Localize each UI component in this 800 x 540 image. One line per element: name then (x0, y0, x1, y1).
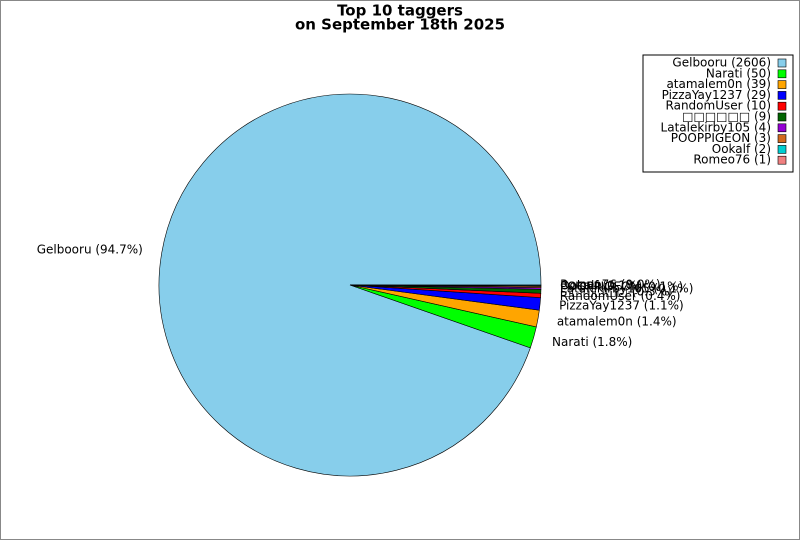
legend-swatch (777, 80, 787, 89)
legend-label: Ookalf (2) (712, 142, 771, 156)
legend-swatch (777, 123, 787, 133)
chart-subtitle: on September 18th 2025 (295, 16, 505, 34)
legend-label: POOPPIGEON (3) (671, 131, 771, 145)
legend-label: Romeo76 (1) (693, 153, 771, 167)
legend-label: RandomUser (10) (666, 99, 771, 113)
slice-label: PizzaYay1237 (1.1%) (559, 298, 684, 312)
slice-label: Ookalf (0.1%) (560, 278, 642, 292)
legend-box (642, 54, 794, 173)
legend-label: Narati (50) (706, 66, 771, 80)
slice-label: Narati (1.8%) (552, 335, 632, 349)
legend-label: atamalem0n (39) (666, 77, 771, 91)
legend-swatch (777, 134, 787, 143)
legend-swatch (777, 91, 787, 100)
slice-label: atamalem0n (1.4%) (557, 314, 677, 328)
chart-title: Top 10 taggers (337, 2, 463, 20)
legend-swatch (777, 69, 787, 79)
slice-label: Latalekirby105 (0.1%) (560, 281, 693, 295)
slice-label: □□□□□□ (0.3%) (560, 284, 672, 298)
legend-swatch (777, 155, 787, 165)
legend-label: Latalekirby105 (4) (661, 120, 771, 134)
legend-label: Gelbooru (2606) (672, 56, 771, 70)
slice-label: Gelbooru (94.7%) (37, 242, 143, 256)
slice-label: RandomUser (0.4%) (560, 289, 681, 303)
legend-swatch (777, 101, 787, 111)
legend-label: □□□□□□ (9) (682, 110, 771, 124)
legend-swatch (777, 145, 787, 154)
slice-label: Romeo76 (0.0%) (560, 278, 661, 292)
legend-swatch (777, 112, 787, 122)
legend-swatch (777, 58, 787, 68)
legend-label: PizzaYay1237 (29) (662, 88, 771, 102)
slice-label: POOPPIGEON (0.1%) (560, 280, 683, 294)
